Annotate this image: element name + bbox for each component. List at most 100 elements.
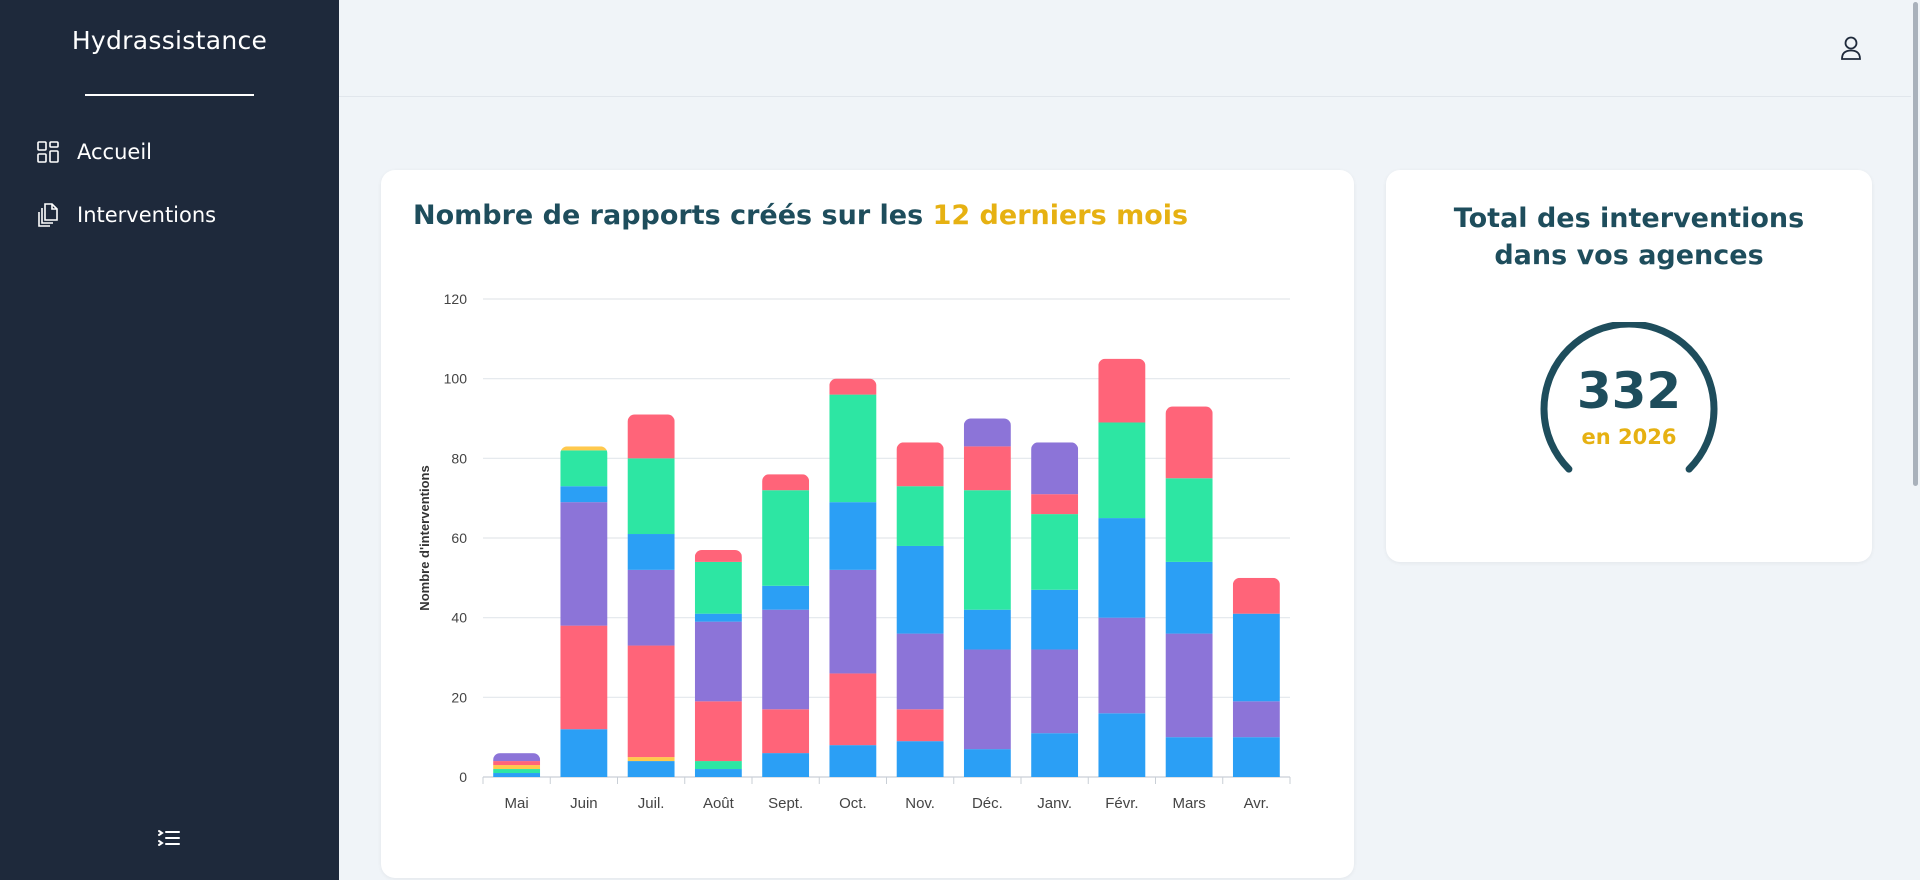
bar-segment[interactable] bbox=[694, 549, 742, 562]
bar-segment[interactable] bbox=[896, 633, 944, 710]
bar-segment[interactable] bbox=[694, 769, 742, 777]
bar-segment[interactable] bbox=[762, 490, 810, 586]
sidebar-item-accueil[interactable]: Accueil bbox=[36, 134, 152, 170]
bar-segment[interactable] bbox=[896, 442, 944, 487]
bar-segment[interactable] bbox=[762, 709, 810, 754]
stacked-bar-chart: 0 20 40 60 80 100 120 Nombre d'interventions Mai… bbox=[417, 291, 1291, 812]
bar-segment[interactable] bbox=[694, 701, 742, 762]
bar-segment[interactable] bbox=[1165, 737, 1213, 777]
bar-Avr. bbox=[1232, 577, 1280, 777]
bar-segment[interactable] bbox=[829, 502, 877, 570]
bar-segment[interactable] bbox=[1031, 649, 1079, 734]
bar-segment[interactable] bbox=[694, 613, 742, 622]
bar-segment[interactable] bbox=[493, 769, 541, 774]
bar-segment[interactable] bbox=[1098, 713, 1146, 777]
bar-segment[interactable] bbox=[963, 490, 1011, 610]
total-gauge bbox=[1540, 322, 1718, 473]
y-axis-label: Nombre d'interventions bbox=[417, 465, 432, 610]
bar-segment[interactable] bbox=[627, 645, 675, 758]
bar-segment[interactable] bbox=[1031, 494, 1079, 515]
top-bar bbox=[339, 0, 1920, 97]
bar-segment[interactable] bbox=[1098, 518, 1146, 618]
x-tick-label: Nov. bbox=[905, 795, 935, 812]
bar-segment[interactable] bbox=[1031, 589, 1079, 650]
y-tick-label: 0 bbox=[459, 769, 467, 785]
bar-segment[interactable] bbox=[963, 649, 1011, 750]
sidebar-item-interventions[interactable]: Interventions bbox=[36, 197, 216, 233]
bar-segment[interactable] bbox=[829, 673, 877, 746]
user-icon bbox=[1838, 36, 1864, 66]
bar-segment[interactable] bbox=[1232, 577, 1280, 614]
bar-segment[interactable] bbox=[694, 621, 742, 702]
bar-segment[interactable] bbox=[1031, 514, 1079, 590]
bar-Sept. bbox=[762, 474, 810, 777]
bar-segment[interactable] bbox=[493, 765, 541, 770]
bar-segment[interactable] bbox=[627, 414, 675, 459]
x-tick-label: Janv. bbox=[1037, 795, 1072, 812]
bar-segment[interactable] bbox=[1165, 406, 1213, 479]
bar-segment[interactable] bbox=[1165, 561, 1213, 634]
bar-segment[interactable] bbox=[963, 446, 1011, 491]
total-interventions-card: Total des interventions dans vos agences… bbox=[1386, 170, 1872, 562]
bar-segment[interactable] bbox=[493, 761, 541, 766]
bar-segment[interactable] bbox=[1098, 617, 1146, 714]
bar-segment[interactable] bbox=[1098, 422, 1146, 519]
x-tick-label: Sept. bbox=[768, 795, 803, 812]
user-menu-button[interactable] bbox=[1838, 34, 1864, 62]
bar-segment[interactable] bbox=[896, 486, 944, 546]
bar-segment[interactable] bbox=[627, 757, 675, 762]
bar-segment[interactable] bbox=[829, 569, 877, 674]
y-tick-label: 40 bbox=[451, 610, 467, 626]
page-scrollbar[interactable] bbox=[1911, 0, 1920, 880]
bar-segment[interactable] bbox=[493, 753, 541, 762]
app-title: Hydrassistance bbox=[71, 26, 268, 55]
bar-Janv. bbox=[1031, 442, 1079, 777]
bar-segment[interactable] bbox=[1031, 733, 1079, 777]
sidebar-collapse-button[interactable] bbox=[156, 825, 182, 851]
bar-segment[interactable] bbox=[963, 418, 1011, 447]
y-tick-label: 80 bbox=[451, 450, 467, 466]
bar-segment[interactable] bbox=[1165, 633, 1213, 738]
x-tick-label: Avr. bbox=[1244, 795, 1270, 812]
total-card-title: Total des interventions dans vos agences bbox=[1453, 203, 1805, 271]
sidebar-item-label: Accueil bbox=[77, 140, 152, 164]
bar-segment[interactable] bbox=[627, 458, 675, 535]
sidebar-item-label: Interventions bbox=[77, 203, 217, 227]
bar-segment[interactable] bbox=[560, 625, 608, 730]
bar-segment[interactable] bbox=[762, 474, 810, 491]
bar-segment[interactable] bbox=[560, 446, 608, 451]
bar-segment[interactable] bbox=[762, 609, 810, 710]
bar-segment[interactable] bbox=[762, 585, 810, 610]
x-tick-label: Mars bbox=[1172, 795, 1205, 812]
bar-segment[interactable] bbox=[493, 773, 541, 777]
bar-segment[interactable] bbox=[1098, 358, 1146, 423]
scroll-thumb[interactable] bbox=[1913, 2, 1918, 486]
bar-segment[interactable] bbox=[829, 745, 877, 777]
x-tick-label: Août bbox=[703, 795, 735, 812]
bar-segment[interactable] bbox=[1232, 737, 1280, 777]
bar-segment[interactable] bbox=[627, 569, 675, 646]
bar-segment[interactable] bbox=[762, 753, 810, 777]
bar-segment[interactable] bbox=[627, 534, 675, 570]
bar-segment[interactable] bbox=[1232, 613, 1280, 702]
bar-segment[interactable] bbox=[560, 486, 608, 503]
total-year: en 2026 bbox=[1581, 425, 1677, 449]
bar-segment[interactable] bbox=[829, 394, 877, 503]
bar-segment[interactable] bbox=[1031, 442, 1079, 495]
bar-segment[interactable] bbox=[963, 609, 1011, 650]
bar-Juil. bbox=[627, 414, 675, 777]
bar-segment[interactable] bbox=[1232, 701, 1280, 738]
documents-icon bbox=[36, 202, 60, 228]
bar-segment[interactable] bbox=[627, 761, 675, 777]
bar-segment[interactable] bbox=[560, 729, 608, 777]
bar-segment[interactable] bbox=[560, 450, 608, 487]
bar-segment[interactable] bbox=[1165, 478, 1213, 562]
bar-segment[interactable] bbox=[694, 761, 742, 770]
bar-segment[interactable] bbox=[694, 561, 742, 614]
bar-segment[interactable] bbox=[963, 749, 1011, 777]
bar-segment[interactable] bbox=[560, 502, 608, 626]
bar-segment[interactable] bbox=[896, 741, 944, 777]
bar-segment[interactable] bbox=[829, 378, 877, 395]
bar-segment[interactable] bbox=[896, 709, 944, 742]
bar-segment[interactable] bbox=[896, 545, 944, 634]
